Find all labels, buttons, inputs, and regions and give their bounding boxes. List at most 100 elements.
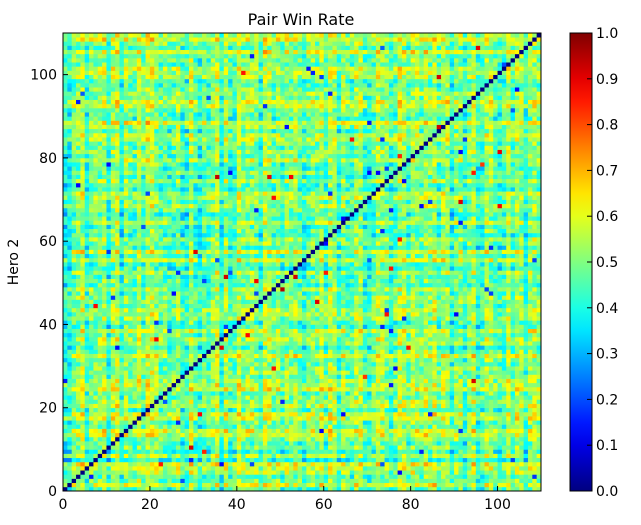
heatmap-cell [445,357,451,363]
heatmap-cell [84,424,90,429]
heatmap-cell [302,357,307,363]
heatmap-cell [149,466,155,471]
heatmap-cell [358,345,364,350]
heatmap-cell [401,370,407,375]
heatmap-cell [484,428,490,434]
heatmap-cell [241,457,246,463]
heatmap-cell [228,341,233,346]
heatmap-cell [136,324,142,329]
heatmap-cell [306,411,312,417]
heatmap-cell [349,466,355,471]
heatmap-cell [388,341,394,346]
heatmap-cell [149,449,155,454]
heatmap-cell [514,466,520,471]
heatmap-cell [341,445,346,450]
heatmap-cell [67,453,73,459]
heatmap-cell [302,316,307,321]
heatmap-cell [63,441,68,446]
heatmap-cell [84,320,90,325]
heatmap-cell [167,445,172,450]
heatmap-cell [345,303,351,309]
heatmap-cell [328,349,333,354]
heatmap-cell [384,311,390,317]
heatmap-cell [171,370,177,375]
heatmap-cell [523,395,529,400]
heatmap-cell [249,453,255,459]
heatmap-cell [97,366,103,371]
heatmap-cell [167,474,172,479]
heatmap-cell [149,353,155,359]
heatmap-cell [371,457,377,463]
heatmap-cell [510,474,516,479]
heatmap-cell [501,386,507,392]
heatmap-cell [454,428,459,434]
heatmap-cell [162,353,168,359]
heatmap-cell [414,407,420,413]
heatmap-cell [123,407,129,413]
heatmap-cell [297,303,303,309]
heatmap-cell [132,428,138,434]
heatmap-cell [371,474,377,479]
heatmap-cell [71,341,77,346]
heatmap-cell [332,486,338,492]
heatmap-cell [315,461,320,467]
heatmap-cell [84,378,90,384]
heatmap-cell [241,403,246,409]
heatmap-cell [293,449,299,454]
heatmap-cell [480,445,485,450]
heatmap-cell [71,420,77,425]
heatmap-cell [471,453,477,459]
heatmap-cell [119,345,125,350]
heatmap-cell [63,478,68,484]
heatmap-cell [102,416,107,421]
heatmap-cell [167,328,172,334]
heatmap-cell [297,311,303,317]
heatmap-cell [501,407,507,413]
heatmap-cell [84,482,90,488]
heatmap-cell [315,386,320,392]
heatmap-cell [193,474,199,479]
heatmap-cell [454,466,459,471]
heatmap-cell [245,461,251,467]
heatmap-cell [306,420,312,425]
heatmap-cell [110,353,116,359]
heatmap-cell [141,320,146,325]
heatmap-cell [162,482,168,488]
heatmap-cell [323,441,329,446]
heatmap-cell [232,378,238,384]
heatmap-cell [271,382,277,388]
heatmap-cell [306,407,312,413]
heatmap-cell [384,374,390,379]
heatmap-cell [219,449,225,454]
heatmap-cell [123,386,129,392]
heatmap-cell [493,470,498,475]
heatmap-cell [467,303,472,309]
heatmap-cell [397,411,403,417]
heatmap-cell [119,361,125,367]
heatmap-cell [228,432,233,438]
heatmap-cell [414,432,420,438]
heatmap-cell [371,336,377,342]
heatmap-cell [358,461,364,467]
heatmap-cell [345,341,351,346]
heatmap-cell [441,386,446,392]
heatmap-cell [76,374,81,379]
heatmap-cell [184,361,190,367]
heatmap-cell [336,316,342,321]
heatmap-cell [336,441,342,446]
heatmap-cell [149,299,155,304]
heatmap-cell [128,382,133,388]
heatmap-cell [141,386,146,392]
heatmap-cell [519,432,524,438]
heatmap-cell [258,370,264,375]
heatmap-cell [115,466,120,471]
heatmap-cell [106,341,112,346]
heatmap-cell [302,416,307,421]
heatmap-cell [536,445,542,450]
heatmap-cell [388,311,394,317]
heatmap-cell [223,353,229,359]
heatmap-cell [306,378,312,384]
heatmap-cell [536,449,542,454]
heatmap-cell [245,403,251,409]
heatmap-cell [393,353,398,359]
